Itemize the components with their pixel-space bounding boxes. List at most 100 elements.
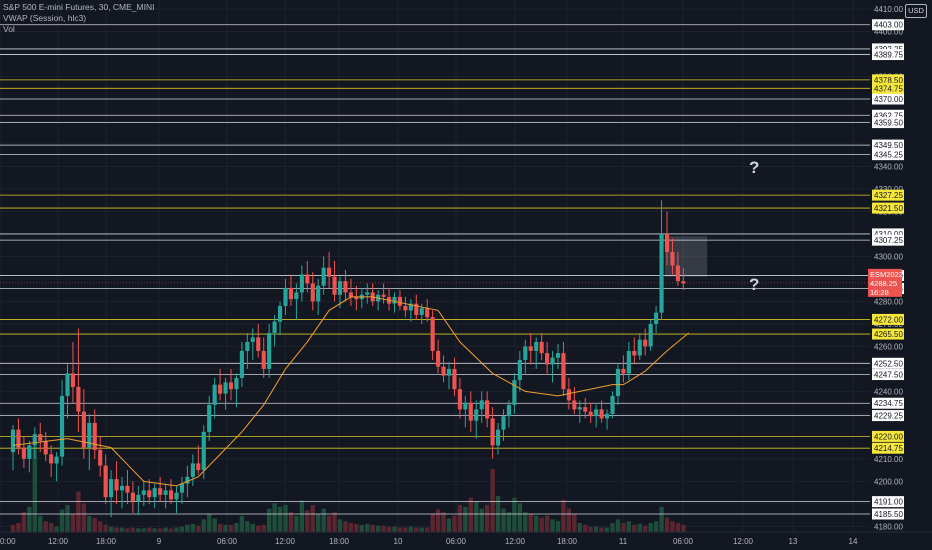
candle-body[interactable] <box>414 303 419 315</box>
candle-body[interactable] <box>670 251 675 266</box>
candle-body[interactable] <box>664 233 670 252</box>
candle-body[interactable] <box>201 431 206 471</box>
candle-body[interactable] <box>228 382 234 390</box>
candle-body[interactable] <box>637 339 642 356</box>
candle-body[interactable] <box>43 440 48 455</box>
candle-body[interactable] <box>403 305 408 311</box>
candle-body[interactable] <box>294 292 299 300</box>
symbol-title[interactable]: S&P 500 E-mini Futures, 30, CME_MINI <box>3 2 155 12</box>
candle-body[interactable] <box>136 494 141 502</box>
candle-body[interactable] <box>174 492 179 500</box>
candle-body[interactable] <box>70 373 76 387</box>
candle-body[interactable] <box>218 384 223 394</box>
candle-body[interactable] <box>103 465 108 498</box>
candle-body[interactable] <box>343 281 348 293</box>
candle-body[interactable] <box>561 353 566 390</box>
candle-body[interactable] <box>479 400 484 410</box>
candle-body[interactable] <box>250 337 255 342</box>
candle-body[interactable] <box>468 402 473 421</box>
candle-body[interactable] <box>457 389 462 410</box>
candle-body[interactable] <box>430 317 435 351</box>
candle-body[interactable] <box>212 384 217 405</box>
candle-body[interactable] <box>419 308 424 315</box>
candle-body[interactable] <box>54 456 59 464</box>
candle-body[interactable] <box>288 287 294 300</box>
candle-body[interactable] <box>152 488 157 498</box>
candle-body[interactable] <box>517 359 522 381</box>
candle-body[interactable] <box>327 267 332 277</box>
candle-body[interactable] <box>98 449 103 466</box>
candle-body[interactable] <box>16 429 21 448</box>
candle-body[interactable] <box>550 357 555 365</box>
candle-body[interactable] <box>534 341 539 351</box>
candle-body[interactable] <box>599 409 604 419</box>
candle-body[interactable] <box>310 283 315 302</box>
currency-button[interactable]: USD <box>905 4 927 18</box>
candle-body[interactable] <box>59 395 65 457</box>
candle-body[interactable] <box>588 411 593 417</box>
candle-body[interactable] <box>495 429 501 446</box>
candle-body[interactable] <box>490 418 495 446</box>
candle-body[interactable] <box>365 292 370 295</box>
candle-body[interactable] <box>190 463 195 477</box>
candle-body[interactable] <box>572 400 577 410</box>
candle-body[interactable] <box>76 386 81 412</box>
candle-body[interactable] <box>615 368 621 396</box>
vwap-indicator-label[interactable]: VWAP (Session, hlc3) <box>3 13 87 23</box>
candle-body[interactable] <box>583 407 588 412</box>
candle-body[interactable] <box>441 366 446 376</box>
candle-body[interactable] <box>65 373 70 396</box>
candle-body[interactable] <box>207 404 212 432</box>
candle-body[interactable] <box>681 281 686 284</box>
candle-body[interactable] <box>501 416 506 430</box>
candle-body[interactable] <box>321 267 326 286</box>
candle-body[interactable] <box>10 429 16 453</box>
candle-body[interactable] <box>643 339 648 347</box>
candle-body[interactable] <box>245 341 250 351</box>
candle-body[interactable] <box>119 485 125 491</box>
candle-body[interactable] <box>158 488 163 495</box>
candle-body[interactable] <box>675 265 680 282</box>
candle-body[interactable] <box>392 296 397 304</box>
candle-body[interactable] <box>452 368 457 390</box>
candle-body[interactable] <box>604 413 610 419</box>
candle-body[interactable] <box>332 276 337 295</box>
candle-body[interactable] <box>474 409 479 421</box>
candle-body[interactable] <box>381 294 386 297</box>
candle-body[interactable] <box>528 346 533 351</box>
candle-body[interactable] <box>49 454 54 464</box>
candle-body[interactable] <box>610 395 615 414</box>
candle-body[interactable] <box>272 321 277 333</box>
candle-body[interactable] <box>648 323 653 347</box>
volume-indicator-label[interactable]: Vol <box>3 24 15 34</box>
candle-body[interactable] <box>555 353 561 358</box>
candle-body[interactable] <box>125 485 130 493</box>
candle-body[interactable] <box>21 447 26 459</box>
candle-body[interactable] <box>32 434 37 446</box>
candle-body[interactable] <box>185 476 190 484</box>
candle-body[interactable] <box>179 483 185 493</box>
candle-body[interactable] <box>223 382 228 394</box>
candle-body[interactable] <box>654 312 659 324</box>
candle-body[interactable] <box>594 409 599 417</box>
candle-body[interactable] <box>545 353 550 365</box>
candle-body[interactable] <box>305 274 310 284</box>
candle-body[interactable] <box>436 350 441 367</box>
candle-body[interactable] <box>234 377 239 390</box>
candle-body[interactable] <box>147 490 152 498</box>
candle-body[interactable] <box>261 350 266 369</box>
candle-body[interactable] <box>299 274 304 293</box>
candle-body[interactable] <box>485 400 490 419</box>
candle-body[interactable] <box>566 389 571 401</box>
candle-body[interactable] <box>354 296 359 300</box>
candle-body[interactable] <box>626 350 631 374</box>
candle-body[interactable] <box>632 350 637 356</box>
candle-body[interactable] <box>256 337 261 351</box>
candle-body[interactable] <box>408 303 413 311</box>
candle-body[interactable] <box>239 350 244 378</box>
candle-body[interactable] <box>168 490 174 500</box>
candle-body[interactable] <box>337 281 343 295</box>
candle-body[interactable] <box>38 434 43 441</box>
candle-body[interactable] <box>523 346 528 360</box>
